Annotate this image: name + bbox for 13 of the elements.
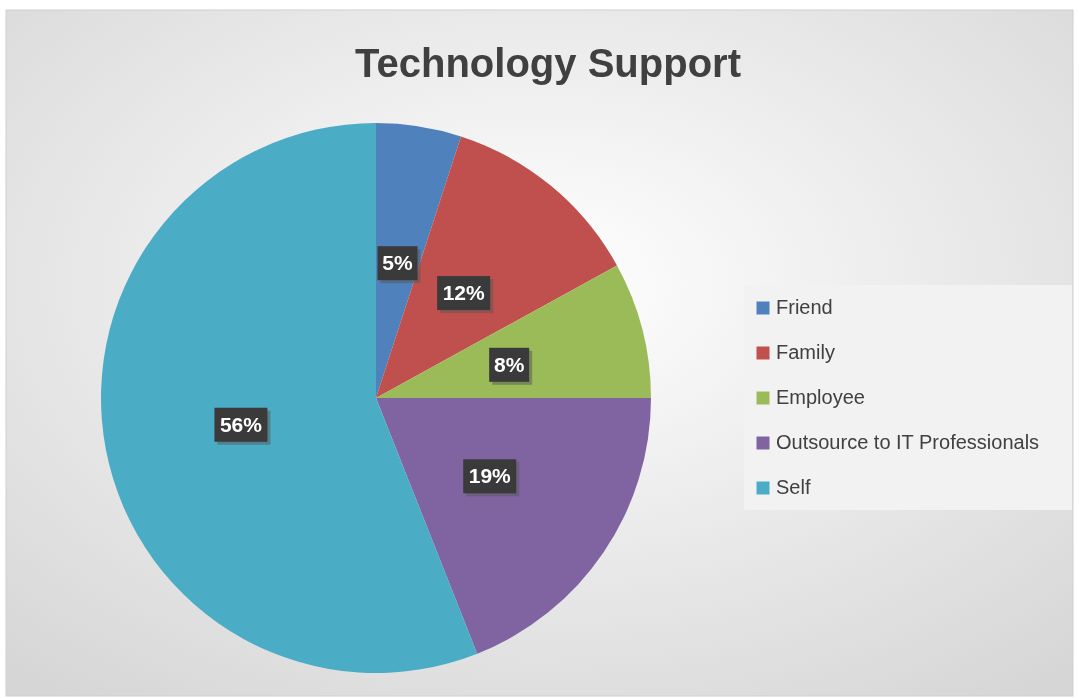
legend-label: Employee [776, 386, 865, 408]
pie-slice [376, 398, 651, 654]
legend-label: Outsource to IT Professionals [776, 431, 1040, 453]
chart-title: Technology Support [355, 41, 741, 85]
data-label: 5% [382, 251, 414, 275]
legend-label: Self [776, 476, 811, 498]
data-label: 19% [468, 464, 512, 488]
data-label: 56% [219, 412, 263, 436]
legend-label: Friend [776, 296, 833, 318]
pie-slice [376, 136, 617, 398]
data-label: 12% [442, 281, 485, 305]
legend-label: Family [776, 341, 835, 363]
data-label: 8% [494, 352, 525, 376]
